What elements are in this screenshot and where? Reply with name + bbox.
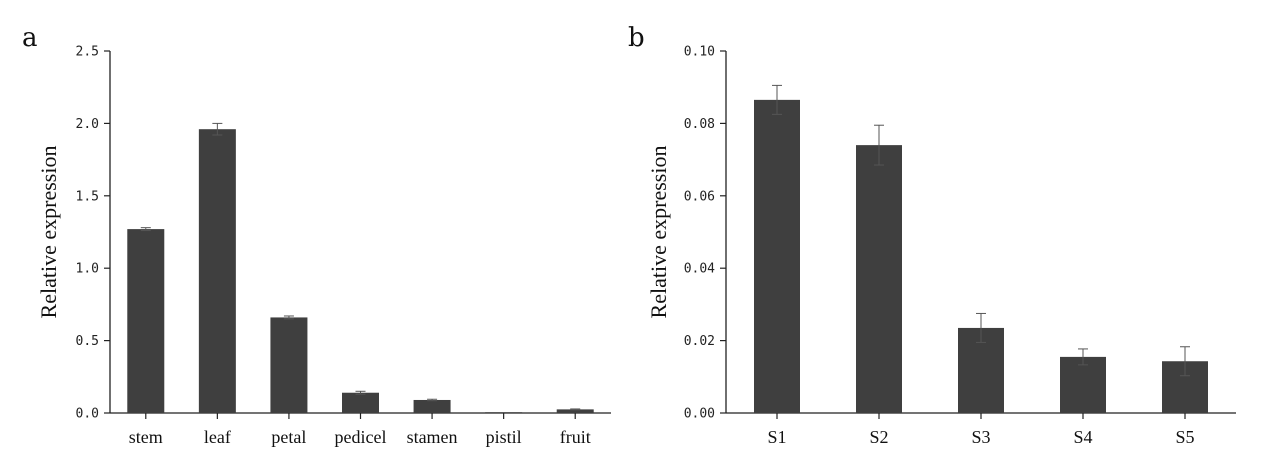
y-tick-label-b: 0.00 bbox=[684, 407, 715, 422]
y-tick-label-a: 1.5 bbox=[76, 189, 99, 204]
y-ticks-a: 0.0 0.5 1.0 1.5 2.0 2.5 bbox=[76, 45, 110, 422]
error-bar-s2 bbox=[874, 124, 884, 166]
y-axis-title-a: Relative expression bbox=[36, 146, 61, 319]
bar-leaf bbox=[198, 129, 236, 413]
bar-stamen bbox=[413, 399, 451, 413]
y-tick-label-b: 0.10 bbox=[684, 45, 715, 60]
y-ticks-b: 0.00 0.02 0.04 0.06 0.08 0.10 bbox=[684, 45, 726, 422]
x-tick-labels-b: S1 S2 S3 S4 S5 bbox=[767, 413, 1195, 447]
bar-pedicel bbox=[342, 392, 379, 413]
x-tick-label-pedicel: pedicel bbox=[335, 427, 387, 447]
x-tick-label-s5: S5 bbox=[1175, 427, 1194, 447]
y-tick-label-a: 2.0 bbox=[76, 117, 99, 132]
chart-panel-a: a Relative expression 0.0 0.5 1.0 1.5 2.0 2.5… bbox=[22, 23, 611, 447]
error-bar-pedicel bbox=[355, 390, 366, 395]
x-tick-label-s3: S3 bbox=[971, 427, 990, 447]
y-tick-label-b: 0.04 bbox=[684, 262, 715, 277]
y-tick-label-a: 0.0 bbox=[76, 407, 99, 422]
x-tick-label-petal: petal bbox=[271, 427, 306, 447]
x-tick-label-leaf: leaf bbox=[204, 427, 231, 447]
panel-label-a: a bbox=[22, 23, 38, 53]
error-bar-stamen bbox=[427, 398, 438, 402]
bars-a bbox=[127, 122, 594, 413]
bar-fruit bbox=[556, 409, 594, 413]
y-tick-label-b: 0.02 bbox=[684, 334, 715, 349]
bar-stem bbox=[127, 229, 165, 413]
chart-panel-b: b Relative expression 0.000.020.040.060.… bbox=[628, 23, 1236, 447]
bar-s1 bbox=[754, 99, 800, 414]
y-tick-label-b: 0.08 bbox=[684, 117, 715, 132]
y-axis-title-b: Relative expression bbox=[646, 146, 671, 319]
bar-s4 bbox=[1060, 356, 1106, 413]
y-tick-label-a: 2.5 bbox=[76, 45, 99, 60]
y-tick-label-b: 0.06 bbox=[684, 189, 715, 204]
x-tick-labels-a: stem leaf petal pedicel stamen pistil fruit bbox=[129, 413, 591, 447]
x-tick-label-s1: S1 bbox=[767, 427, 786, 447]
error-bar-s4 bbox=[1078, 348, 1088, 366]
error-bar-s3 bbox=[976, 312, 986, 343]
x-tick-label-pistil: pistil bbox=[486, 427, 522, 447]
x-tick-label-s2: S2 bbox=[869, 427, 888, 447]
bars-b bbox=[754, 84, 1208, 414]
x-tick-label-stem: stem bbox=[129, 427, 163, 447]
error-bar-s5 bbox=[1180, 346, 1190, 377]
bar-pistil bbox=[485, 412, 523, 413]
x-tick-label-stamen: stamen bbox=[407, 427, 458, 447]
panel-label-b: b bbox=[628, 23, 645, 53]
bar-s2 bbox=[856, 145, 902, 413]
x-tick-label-s4: S4 bbox=[1073, 427, 1092, 447]
error-bar-fruit bbox=[570, 408, 581, 411]
bar-petal bbox=[270, 317, 308, 413]
error-bar-stem bbox=[140, 227, 151, 232]
y-tick-label-a: 0.5 bbox=[76, 334, 99, 349]
error-bar-s1 bbox=[772, 84, 782, 115]
y-tick-label-a: 1.0 bbox=[76, 262, 99, 277]
x-tick-label-fruit: fruit bbox=[560, 427, 591, 447]
error-bar-leaf bbox=[212, 122, 223, 136]
error-bar-petal bbox=[283, 315, 294, 320]
